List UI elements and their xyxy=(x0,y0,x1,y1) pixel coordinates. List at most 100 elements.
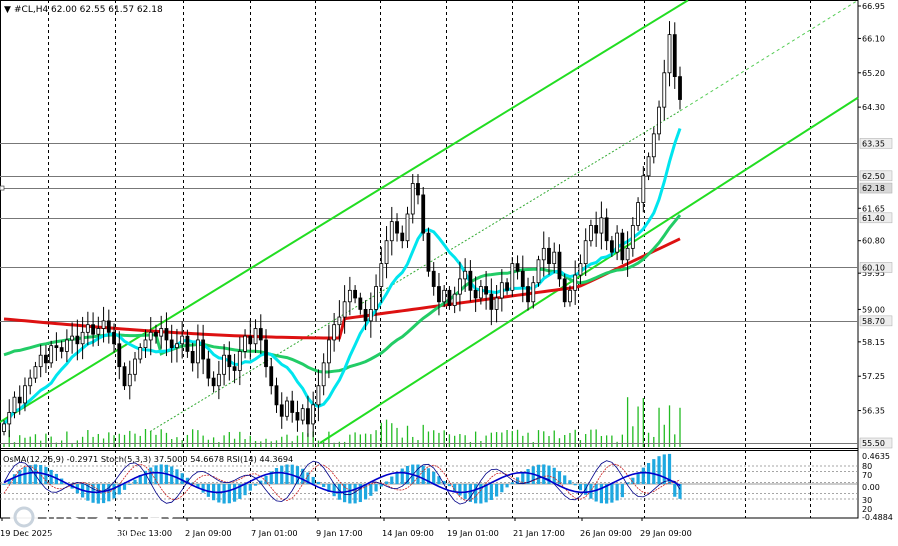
indicator-header-text: OsMA(12,26,9) -0.2971 Stoch(5,3,3) 37.50… xyxy=(3,454,293,464)
osma-bar xyxy=(536,464,541,484)
osma-bar xyxy=(295,466,300,484)
price-bar xyxy=(106,309,111,344)
price-bar xyxy=(604,208,609,251)
price-bar xyxy=(122,362,127,390)
price-bar xyxy=(64,329,69,363)
osma-bar xyxy=(631,477,635,484)
bar-body xyxy=(148,331,153,341)
price-bar xyxy=(447,286,452,310)
osma-bar xyxy=(269,471,273,484)
osma-bar xyxy=(12,474,17,484)
price-bar xyxy=(38,344,43,378)
price-tick-label: 59.00 xyxy=(862,305,885,314)
stoch-signal-line xyxy=(3,463,681,501)
osma-bar xyxy=(306,472,310,484)
osma-bar xyxy=(578,484,583,491)
price-bar xyxy=(44,345,48,374)
level-label-box xyxy=(859,212,893,224)
price-bar xyxy=(520,255,525,303)
osc-axis-label: 30 xyxy=(862,496,872,505)
level-label-box xyxy=(859,170,893,182)
osma-bar xyxy=(7,478,11,484)
price-bar xyxy=(510,257,515,297)
price-bar xyxy=(389,206,394,256)
price-bar xyxy=(568,285,572,307)
price-bar xyxy=(562,273,567,308)
price-bar xyxy=(33,361,38,383)
osma-bar xyxy=(175,469,179,484)
axis-background xyxy=(860,0,898,518)
price-bar xyxy=(651,127,656,164)
osma-bar xyxy=(447,484,452,487)
bar-body xyxy=(672,34,677,78)
price-bar xyxy=(295,400,300,432)
bar-body xyxy=(342,301,347,318)
bar-body xyxy=(368,309,373,322)
bar-body xyxy=(227,354,232,368)
price-bar xyxy=(374,274,378,322)
time-tick-label: 14 Jan 09:00 xyxy=(382,528,434,538)
osma-bar xyxy=(563,475,567,484)
bar-body xyxy=(604,217,609,242)
price-bar xyxy=(164,312,169,357)
price-bar xyxy=(248,320,253,360)
osma-bar xyxy=(363,484,368,500)
time-tick-label: 21 Jan 17:00 xyxy=(513,528,565,538)
osma-bar xyxy=(243,484,247,496)
bar-body xyxy=(646,156,651,177)
osma-bar xyxy=(133,479,137,484)
level-label: 61.40 xyxy=(862,214,885,223)
price-bar xyxy=(159,315,164,349)
bar-body xyxy=(133,358,137,375)
moving-averages xyxy=(2,128,682,425)
level-label: 62.50 xyxy=(862,172,885,181)
current-price-marker xyxy=(0,185,5,191)
watermark-tagline: Instant Forex Trading xyxy=(46,530,141,540)
osma-bar xyxy=(494,484,499,497)
bar-body xyxy=(316,385,321,406)
bar-body xyxy=(452,293,457,307)
bar-body xyxy=(405,213,410,242)
osma-bar xyxy=(311,476,315,484)
price-bar xyxy=(148,317,153,356)
level-label: 63.35 xyxy=(862,139,885,148)
osma-bar xyxy=(641,467,645,484)
osma-bar xyxy=(599,484,603,504)
header-arrow[interactable]: ▼ xyxy=(4,5,11,15)
price-bar xyxy=(342,285,347,334)
bar-body xyxy=(85,324,90,333)
bar-body xyxy=(499,282,504,299)
bar-body xyxy=(17,396,22,404)
osma-bar xyxy=(405,465,410,484)
price-bar xyxy=(657,100,661,141)
osma-bar xyxy=(620,484,624,498)
osma-bar xyxy=(416,464,420,484)
osma-bar xyxy=(573,484,577,486)
level-label-box xyxy=(859,138,893,149)
price-bar xyxy=(552,242,557,274)
bar-body xyxy=(374,286,378,310)
bar-body xyxy=(505,282,509,291)
bar-body xyxy=(358,297,363,310)
price-bar xyxy=(96,316,101,347)
price-bar xyxy=(662,59,667,121)
osma-bar xyxy=(474,484,478,504)
osma-bar xyxy=(678,484,682,499)
bar-body xyxy=(321,362,326,387)
osma-bar xyxy=(143,470,148,484)
osma-bar xyxy=(217,484,221,503)
osma-bar xyxy=(44,466,48,484)
bar-body xyxy=(541,247,546,261)
bar-body xyxy=(264,339,268,368)
price-bar xyxy=(573,260,578,305)
time-tick-label: 19 Jan 01:00 xyxy=(447,528,499,538)
price-bar xyxy=(499,269,504,312)
bar-body xyxy=(620,232,625,261)
bar-body xyxy=(59,347,64,352)
bar-body xyxy=(515,263,520,272)
price-bar xyxy=(416,174,420,205)
osma-bar xyxy=(2,484,6,485)
bar-body xyxy=(222,354,226,375)
price-bar xyxy=(49,340,54,368)
price-bar xyxy=(468,260,473,302)
